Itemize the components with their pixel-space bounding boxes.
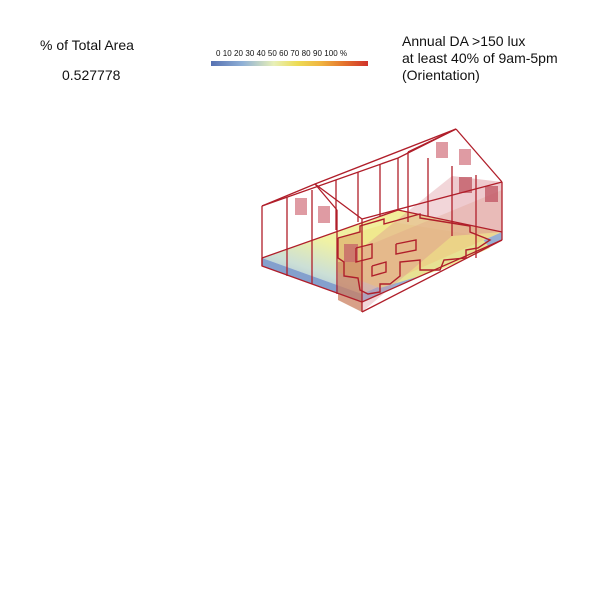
legend-tick-labels: 0 10 20 30 40 50 60 70 80 90 100 % (216, 49, 348, 58)
legend-color-bar (211, 61, 368, 66)
title-line-2: at least 40% of 9am-5pm (402, 50, 558, 66)
window-3 (436, 142, 448, 158)
title-line-1: Annual DA >150 lux (402, 33, 526, 49)
window-1 (295, 198, 307, 215)
window-4 (459, 149, 471, 165)
window-2 (318, 206, 330, 223)
window-6 (485, 186, 498, 202)
window-5 (459, 177, 472, 193)
building-wireframe (261, 128, 503, 313)
metric-value: 0.527778 (62, 67, 121, 83)
title-line-3: (Orientation) (402, 67, 480, 83)
analysis-title: Annual DA >150 lux at least 40% of 9am-5… (402, 33, 558, 84)
window-panels (295, 142, 498, 262)
threshold-contour (337, 213, 492, 295)
window-7 (344, 244, 358, 262)
metric-label: % of Total Area (40, 37, 134, 53)
